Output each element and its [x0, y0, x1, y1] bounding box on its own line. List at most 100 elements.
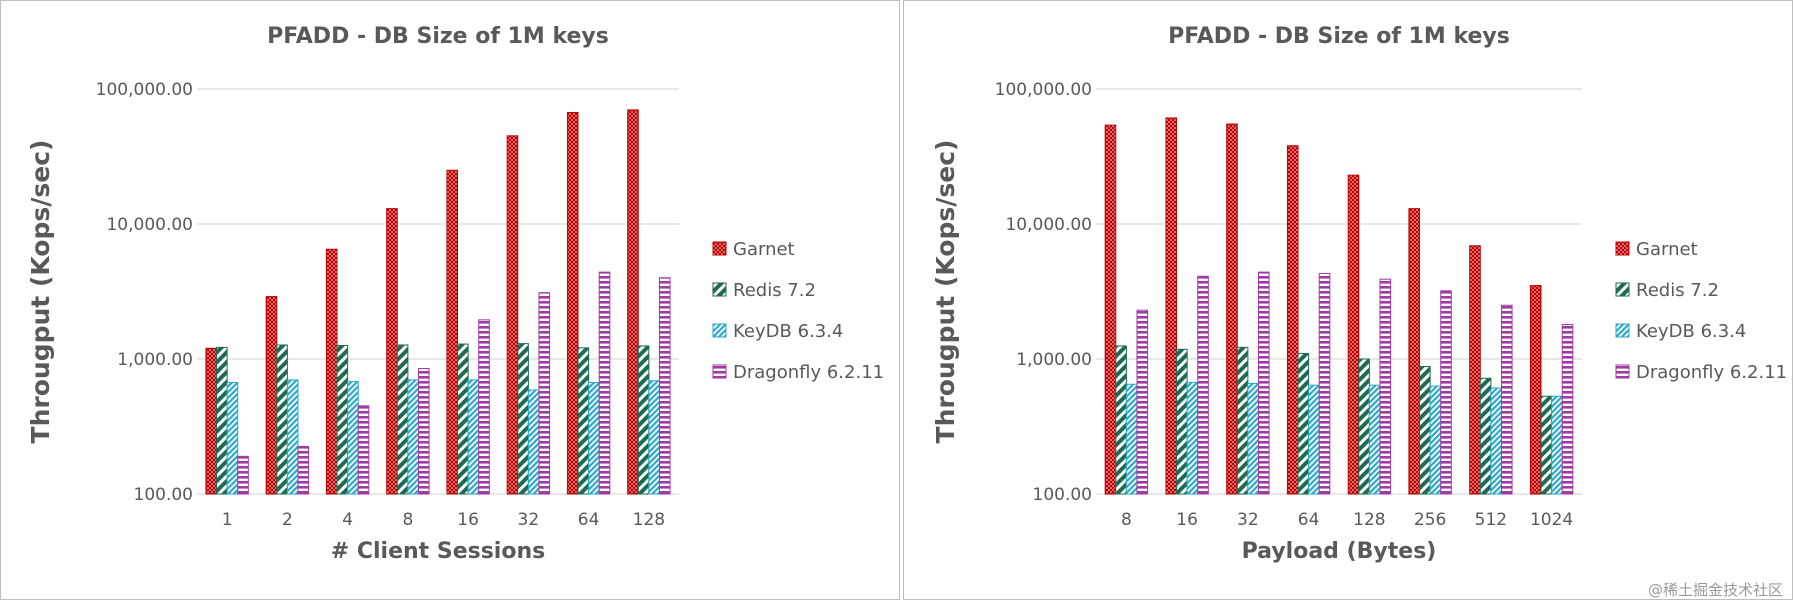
bar-garnet	[1408, 208, 1421, 495]
y-tick-label: 100.00	[1033, 485, 1092, 505]
bar-garnet	[265, 296, 278, 495]
bar-dragonfly	[357, 405, 370, 495]
bar-keydb	[286, 379, 299, 495]
bar-keydb	[407, 379, 419, 495]
bar-garnet	[1286, 145, 1299, 495]
legend-label: Garnet	[733, 239, 795, 260]
bar-dragonfly	[658, 277, 671, 495]
bar-redis	[1479, 377, 1492, 495]
bar-keydb	[226, 381, 239, 495]
bar-dragonfly	[598, 271, 611, 495]
x-tick-label: 32	[518, 510, 540, 530]
bar-garnet	[205, 347, 218, 495]
x-tick-label: 256	[1414, 510, 1446, 530]
chart-title: PFADD - DB Size of 1M keys	[1168, 24, 1510, 49]
x-tick-label: 512	[1475, 510, 1507, 530]
legend-label: KeyDB 6.3.4	[1636, 321, 1746, 342]
bar-dragonfly	[237, 455, 249, 495]
legend-label: Redis 7.2	[1636, 280, 1719, 301]
x-tick-label: 128	[1353, 510, 1385, 530]
x-tick-label: 32	[1237, 510, 1259, 530]
bar-dragonfly	[1257, 271, 1270, 495]
x-tick-label: 16	[457, 510, 479, 530]
bar-garnet	[1104, 124, 1117, 495]
chart-panel-payload: PFADD - DB Size of 1M keys 100.00 1,000.00…	[903, 0, 1793, 600]
chart-client-sessions: PFADD - DB Size of 1M keys 100.00 1,000.00…	[26, 24, 884, 564]
bar-redis	[336, 344, 349, 495]
bar-garnet	[1347, 174, 1360, 495]
x-axis-title: Payload (Bytes)	[1242, 539, 1437, 564]
bar-keydb	[1125, 383, 1138, 495]
legend-swatch	[1615, 323, 1630, 338]
y-tick-label: 1,000.00	[117, 350, 193, 370]
y-tick-label: 10,000.00	[106, 215, 193, 235]
x-tick-label: 8	[1121, 510, 1132, 530]
bar-redis	[216, 346, 228, 495]
bar-dragonfly	[1561, 324, 1574, 495]
legend-swatch	[712, 282, 727, 297]
legend-label: Redis 7.2	[733, 280, 816, 301]
bar-redis	[1419, 365, 1431, 495]
bar-redis	[1540, 395, 1553, 495]
bar-keydb	[588, 381, 600, 495]
legend-label: KeyDB 6.3.4	[733, 321, 843, 342]
x-tick-label: 64	[578, 510, 600, 530]
x-tick-label: 2	[282, 510, 293, 530]
chart-payload: PFADD - DB Size of 1M keys 100.00 1,000.00…	[931, 24, 1787, 564]
legend-swatch	[712, 323, 727, 338]
y-axis-title: Througput (Kops/sec)	[26, 140, 55, 444]
chart-panel-client-sessions: PFADD - DB Size of 1M keys 100.00 1,000.00…	[0, 0, 900, 600]
bar-dragonfly	[1136, 309, 1149, 495]
bar-keydb	[1490, 387, 1502, 495]
bar-dragonfly	[297, 445, 310, 495]
legend-swatch	[1615, 282, 1630, 297]
bar-garnet	[446, 169, 459, 495]
bar-garnet	[506, 135, 519, 495]
bar-redis	[577, 347, 590, 495]
x-tick-label: 4	[342, 510, 353, 530]
bar-redis	[1115, 345, 1127, 495]
bar-redis	[1236, 346, 1249, 495]
legend-swatch	[1615, 364, 1630, 379]
y-tick-label: 100.00	[134, 485, 193, 505]
x-tick-label: 128	[633, 510, 665, 530]
x-axis-title: # Client Sessions	[331, 539, 545, 564]
bar-redis	[1176, 348, 1188, 495]
bar-redis	[276, 344, 288, 495]
bar-keydb	[347, 381, 359, 495]
bar-redis	[1297, 352, 1310, 495]
bar-garnet	[1226, 123, 1238, 495]
chart-title: PFADD - DB Size of 1M keys	[267, 24, 609, 49]
legend-label: Garnet	[1636, 239, 1698, 260]
x-tick-label: 8	[402, 510, 413, 530]
watermark-text: @稀土掘金技术社区	[1647, 581, 1783, 599]
bar-redis	[517, 343, 529, 495]
x-tick-label: 1024	[1530, 510, 1573, 530]
y-tick-label: 1,000.00	[1016, 350, 1092, 370]
bar-garnet	[627, 109, 639, 495]
bar-keydb	[1186, 381, 1199, 495]
bar-keydb	[467, 379, 480, 495]
bar-garnet	[1165, 117, 1178, 495]
bar-garnet	[325, 248, 338, 495]
bar-dragonfly	[538, 292, 551, 495]
bar-keydb	[1247, 382, 1259, 495]
legend-label: Dragonfly 6.2.11	[733, 362, 884, 383]
bar-dragonfly	[1197, 275, 1209, 495]
x-tick-label: 16	[1176, 510, 1198, 530]
x-tick-label: 1	[222, 510, 233, 530]
bar-dragonfly	[1318, 272, 1331, 495]
bar-dragonfly	[1379, 278, 1392, 495]
bar-redis	[396, 344, 409, 495]
legend-swatch	[712, 364, 727, 379]
y-tick-label: 10,000.00	[1005, 215, 1092, 235]
legend-swatch	[712, 241, 727, 256]
bar-redis	[1358, 358, 1370, 495]
bar-keydb	[648, 380, 660, 495]
legend-label: Dragonfly 6.2.11	[1636, 362, 1787, 383]
bar-keydb	[1551, 395, 1563, 495]
bar-garnet	[386, 208, 398, 495]
bar-dragonfly	[417, 368, 430, 495]
bar-redis	[637, 345, 650, 495]
bar-keydb	[1368, 384, 1381, 495]
